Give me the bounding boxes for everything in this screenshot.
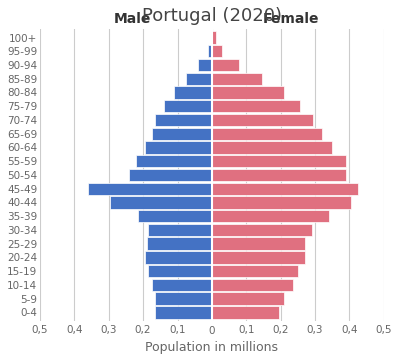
Bar xyxy=(148,265,212,277)
Bar xyxy=(212,183,358,195)
Bar xyxy=(138,210,212,222)
Bar xyxy=(186,73,212,85)
Bar xyxy=(152,127,212,140)
Bar xyxy=(212,86,284,99)
Bar xyxy=(212,31,216,44)
Bar xyxy=(212,265,298,277)
Bar xyxy=(164,100,212,112)
Bar xyxy=(211,31,212,44)
Bar xyxy=(145,251,212,264)
Bar xyxy=(212,45,222,57)
Bar xyxy=(212,279,293,291)
Bar xyxy=(174,86,212,99)
Bar xyxy=(148,224,212,236)
Bar xyxy=(129,169,212,181)
Bar xyxy=(212,155,346,168)
Bar xyxy=(155,114,212,126)
Bar xyxy=(212,224,312,236)
Bar xyxy=(212,141,332,154)
Bar xyxy=(212,306,279,318)
Title: Portugal (2020): Portugal (2020) xyxy=(142,7,282,25)
Bar xyxy=(212,238,305,250)
Bar xyxy=(208,45,212,57)
Bar xyxy=(145,141,212,154)
Bar xyxy=(136,155,212,168)
Bar xyxy=(212,251,305,264)
Bar xyxy=(212,73,262,85)
Bar xyxy=(111,196,212,209)
Bar xyxy=(198,59,212,71)
Bar xyxy=(212,292,284,305)
Bar xyxy=(212,100,300,112)
Bar xyxy=(212,210,329,222)
Bar xyxy=(212,196,351,209)
Bar xyxy=(212,114,313,126)
Bar xyxy=(88,183,212,195)
Bar xyxy=(152,279,212,291)
Bar xyxy=(155,292,212,305)
Text: Female: Female xyxy=(263,12,319,26)
Bar xyxy=(212,169,346,181)
Bar xyxy=(212,59,239,71)
X-axis label: Population in millions: Population in millions xyxy=(145,341,279,354)
Bar xyxy=(212,127,322,140)
Text: Male: Male xyxy=(114,12,152,26)
Bar xyxy=(155,306,212,318)
Bar xyxy=(146,238,212,250)
